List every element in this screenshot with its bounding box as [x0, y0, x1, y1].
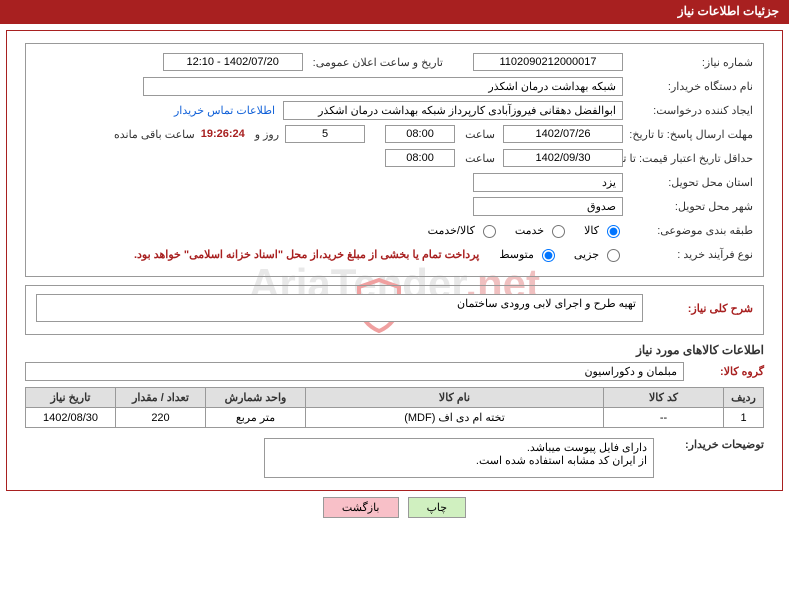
- table-header-row: ردیف کد کالا نام کالا واحد شمارش تعداد /…: [26, 388, 764, 408]
- payment-note: پرداخت تمام یا بخشی از مبلغ خرید،از محل …: [134, 248, 479, 261]
- days-count: 5: [285, 125, 365, 143]
- goods-group-label: گروه کالا:: [684, 365, 764, 378]
- radio-both-input[interactable]: [483, 225, 496, 238]
- goods-group-value: مبلمان و دکوراسیون: [25, 362, 684, 381]
- need-number-value: 1102090212000017: [473, 53, 623, 71]
- page-title: جزئیات اطلاعات نیاز: [678, 4, 779, 18]
- validity-time: 08:00: [385, 149, 455, 167]
- requester-label: ایجاد کننده درخواست:: [623, 104, 753, 117]
- footer-buttons: چاپ بازگشت: [0, 497, 789, 518]
- radio-goods[interactable]: کالا: [584, 222, 623, 238]
- buyer-notes-box: دارای فایل پیوست میباشد. از ایران کد مشا…: [264, 438, 654, 478]
- time-label-1: ساعت: [461, 128, 495, 141]
- description-fieldset: شرح کلی نیاز: تهیه طرح و اجرای لابی ورود…: [25, 285, 764, 335]
- announce-value: 1402/07/20 - 12:10: [163, 53, 303, 71]
- buyer-org-label: نام دستگاه خریدار:: [623, 80, 753, 93]
- back-button[interactable]: بازگشت: [323, 497, 399, 518]
- province-label: استان محل تحویل:: [623, 176, 753, 189]
- col-code: کد کالا: [604, 388, 724, 408]
- print-button[interactable]: چاپ: [408, 497, 467, 518]
- page-title-bar: جزئیات اطلاعات نیاز: [0, 0, 789, 22]
- contact-link[interactable]: اطلاعات تماس خریدار: [174, 104, 275, 117]
- col-date: تاریخ نیاز: [26, 388, 116, 408]
- province-value: یزد: [473, 173, 623, 192]
- col-row: ردیف: [724, 388, 764, 408]
- buyer-notes-label: توضیحات خریدار:: [654, 438, 764, 451]
- process-label: نوع فرآیند خرید :: [623, 248, 753, 261]
- remaining-label: ساعت باقی مانده: [110, 128, 195, 141]
- col-name: نام کالا: [306, 388, 604, 408]
- days-suffix: روز و: [251, 128, 279, 141]
- radio-service-input[interactable]: [552, 225, 565, 238]
- cell-code: --: [604, 408, 724, 428]
- deadline-date: 1402/07/26: [503, 125, 623, 143]
- buyer-note-1: دارای فایل پیوست میباشد.: [271, 441, 647, 454]
- announce-label: تاریخ و ساعت اعلان عمومی:: [309, 56, 443, 69]
- radio-service[interactable]: خدمت: [515, 222, 568, 238]
- cell-date: 1402/08/30: [26, 408, 116, 428]
- buyer-org-value: شبکه بهداشت درمان اشکذر: [143, 77, 623, 96]
- countdown-timer: 19:26:24: [201, 128, 245, 140]
- time-label-2: ساعت: [461, 152, 495, 165]
- city-label: شهر محل تحویل:: [623, 200, 753, 213]
- buyer-note-2: از ایران کد مشابه استفاده شده است.: [271, 454, 647, 467]
- radio-medium-input[interactable]: [542, 249, 555, 262]
- description-text: تهیه طرح و اجرای لابی ورودی ساختمان: [36, 294, 643, 322]
- need-number-label: شماره نیاز:: [623, 56, 753, 69]
- radio-partial[interactable]: جزیی: [574, 246, 623, 262]
- cell-qty: 220: [116, 408, 206, 428]
- cell-name: تخته ام دی اف (MDF): [306, 408, 604, 428]
- main-frame: شماره نیاز: 1102090212000017 تاریخ و ساع…: [6, 30, 783, 491]
- table-row: 1--تخته ام دی اف (MDF)متر مربع2201402/08…: [26, 408, 764, 428]
- description-label: شرح کلی نیاز:: [643, 302, 753, 315]
- radio-goods-input[interactable]: [607, 225, 620, 238]
- radio-both[interactable]: کالا/خدمت: [428, 222, 499, 238]
- validity-date: 1402/09/30: [503, 149, 623, 167]
- goods-section-title: اطلاعات کالاهای مورد نیاز: [25, 343, 764, 357]
- details-fieldset: شماره نیاز: 1102090212000017 تاریخ و ساع…: [25, 43, 764, 277]
- radio-partial-input[interactable]: [607, 249, 620, 262]
- validity-label: حداقل تاریخ اعتبار قیمت: تا تاریخ:: [623, 152, 753, 165]
- radio-medium[interactable]: متوسط: [499, 246, 558, 262]
- category-label: طبقه بندی موضوعی:: [623, 224, 753, 237]
- col-unit: واحد شمارش: [206, 388, 306, 408]
- process-radio-group: جزیی متوسط: [499, 246, 623, 262]
- cell-row: 1: [724, 408, 764, 428]
- deadline-label: مهلت ارسال پاسخ: تا تاریخ:: [623, 128, 753, 141]
- goods-table: ردیف کد کالا نام کالا واحد شمارش تعداد /…: [25, 387, 764, 428]
- col-qty: تعداد / مقدار: [116, 388, 206, 408]
- deadline-time: 08:00: [385, 125, 455, 143]
- category-radio-group: کالا خدمت کالا/خدمت: [428, 222, 623, 238]
- requester-value: ابوالفضل دهقانی فیروزآبادی کارپرداز شبکه…: [283, 101, 623, 120]
- city-value: صدوق: [473, 197, 623, 216]
- cell-unit: متر مربع: [206, 408, 306, 428]
